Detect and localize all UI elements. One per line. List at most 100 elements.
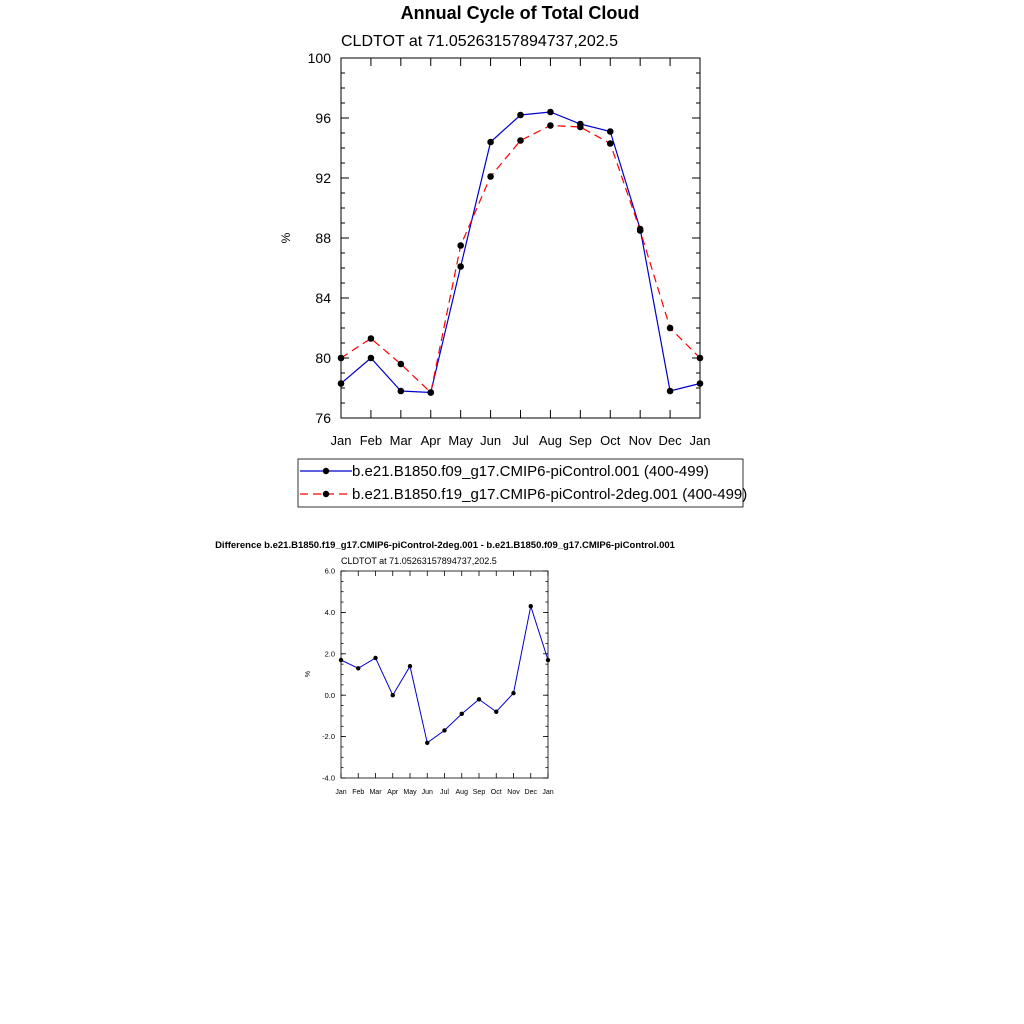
x-tick-label: Jan <box>690 433 711 448</box>
data-point <box>606 128 614 135</box>
x-tick-label: Apr <box>421 433 442 448</box>
x-tick-label: Aug <box>456 789 469 796</box>
y-tick-label: 76 <box>315 410 331 426</box>
x-tick-label: Jun <box>422 789 433 796</box>
y-tick-label: 80 <box>315 350 331 366</box>
data-point <box>666 324 674 332</box>
x-tick-label: Oct <box>600 433 621 448</box>
data-point <box>494 709 499 714</box>
legend-series2-marker <box>322 490 330 498</box>
x-tick-label: Mar <box>369 789 382 796</box>
chart2-title: Difference b.e21.B1850.f19_g17.CMIP6-piC… <box>215 540 676 551</box>
x-tick-label: Sep <box>473 789 486 796</box>
chart2-x-tick-labels: Jan Feb Mar Apr May Jun Jul Aug Sep Oct Nov Dec Jan <box>335 789 553 796</box>
data-point <box>636 227 644 234</box>
data-point <box>476 697 482 702</box>
data-point <box>517 137 524 144</box>
x-tick-label: May <box>448 433 473 448</box>
x-tick-label: Apr <box>387 789 399 796</box>
x-tick-label: Jan <box>335 789 346 796</box>
chart1-ylabel: % <box>279 232 293 243</box>
x-tick-label: Dec <box>525 789 538 796</box>
x-tick-label: Feb <box>360 433 382 448</box>
data-point <box>337 380 345 387</box>
x-tick-label: May <box>403 789 417 796</box>
data-point <box>545 657 551 663</box>
data-point <box>338 657 344 663</box>
data-point <box>577 123 584 131</box>
data-point <box>390 693 395 698</box>
y-tick-label: -2.0 <box>322 732 335 741</box>
y-tick-label: 6.0 <box>325 567 335 576</box>
series-line-1 <box>340 111 701 394</box>
data-point <box>442 728 447 733</box>
data-point <box>397 360 405 368</box>
data-point <box>457 242 464 249</box>
data-point <box>407 664 413 669</box>
x-tick-label: Sep <box>569 433 592 448</box>
chart1-x-tick-labels: Jan Feb Mar Apr May Jun Jul Aug Sep Oct Nov Dec Jan <box>331 433 711 448</box>
x-tick-label: Jun <box>480 433 501 448</box>
data-point <box>487 173 494 180</box>
chart2-ylabel: % <box>305 671 312 677</box>
legend-series1-marker <box>322 467 330 475</box>
difference-chart: Difference b.e21.B1850.f19_g17.CMIP6-piC… <box>215 540 676 796</box>
x-tick-label: Nov <box>629 433 653 448</box>
chart2-y-tick-labels: -4.0 -2.0 0.0 2.0 4.0 6.0 <box>322 567 335 783</box>
chart1-series-lines <box>340 111 701 394</box>
data-point <box>666 387 674 395</box>
data-point <box>696 354 704 362</box>
data-point <box>373 655 378 661</box>
data-point <box>427 389 435 396</box>
data-point <box>517 111 524 119</box>
chart1-points <box>337 108 704 396</box>
legend-box <box>297 458 744 508</box>
chart2-series-lines <box>340 604 549 744</box>
y-tick-label: 100 <box>308 50 332 66</box>
annual-cycle-chart: Annual Cycle of Total Cloud CLDTOT at 71… <box>279 3 747 508</box>
chart1-ticks <box>340 57 701 419</box>
chart1-y-tick-labels: 76 80 84 88 92 96 100 <box>308 50 332 426</box>
x-tick-label: Jul <box>512 433 529 448</box>
x-tick-label: Oct <box>491 789 502 796</box>
data-point <box>696 380 704 387</box>
chart2-ticks <box>340 570 549 779</box>
y-tick-label: 84 <box>315 290 331 306</box>
data-point <box>547 108 554 116</box>
x-tick-label: Jan <box>542 789 553 796</box>
chart1-legend: b.e21.B1850.f09_g17.CMIP6-piControl.001 … <box>297 458 747 508</box>
data-point <box>487 138 494 146</box>
data-point <box>459 711 464 717</box>
y-tick-label: 0.0 <box>325 691 335 700</box>
legend-series1-label: b.e21.B1850.f09_g17.CMIP6-piControl.001 … <box>352 463 709 480</box>
x-tick-label: Nov <box>507 789 520 796</box>
chart2-points <box>338 603 551 746</box>
y-tick-label: 96 <box>315 110 331 126</box>
data-point <box>397 387 405 395</box>
data-point <box>511 690 516 696</box>
data-point <box>425 740 430 746</box>
y-tick-label: 4.0 <box>325 608 335 617</box>
data-point <box>367 335 375 342</box>
data-point <box>547 122 554 129</box>
data-point <box>528 603 533 609</box>
x-tick-label: Jul <box>440 789 449 796</box>
x-tick-label: Dec <box>659 433 683 448</box>
x-tick-label: Mar <box>390 433 413 448</box>
x-tick-label: Aug <box>539 433 562 448</box>
data-point <box>367 354 375 362</box>
y-tick-label: 88 <box>315 230 331 246</box>
x-tick-label: Jan <box>331 433 352 448</box>
data-point <box>457 263 464 270</box>
chart2-subtitle: CLDTOT at 71.05263157894737,202.5 <box>341 556 497 566</box>
y-tick-label: 92 <box>315 170 331 186</box>
data-point <box>337 354 345 362</box>
chart1-subtitle: CLDTOT at 71.05263157894737,202.5 <box>341 33 618 50</box>
y-tick-label: -4.0 <box>322 774 335 783</box>
series-line-1 <box>340 604 549 744</box>
legend-series2-label: b.e21.B1850.f19_g17.CMIP6-piControl-2deg… <box>352 486 747 503</box>
data-point <box>606 140 614 147</box>
x-tick-label: Feb <box>352 789 364 796</box>
y-tick-label: 2.0 <box>325 649 335 658</box>
